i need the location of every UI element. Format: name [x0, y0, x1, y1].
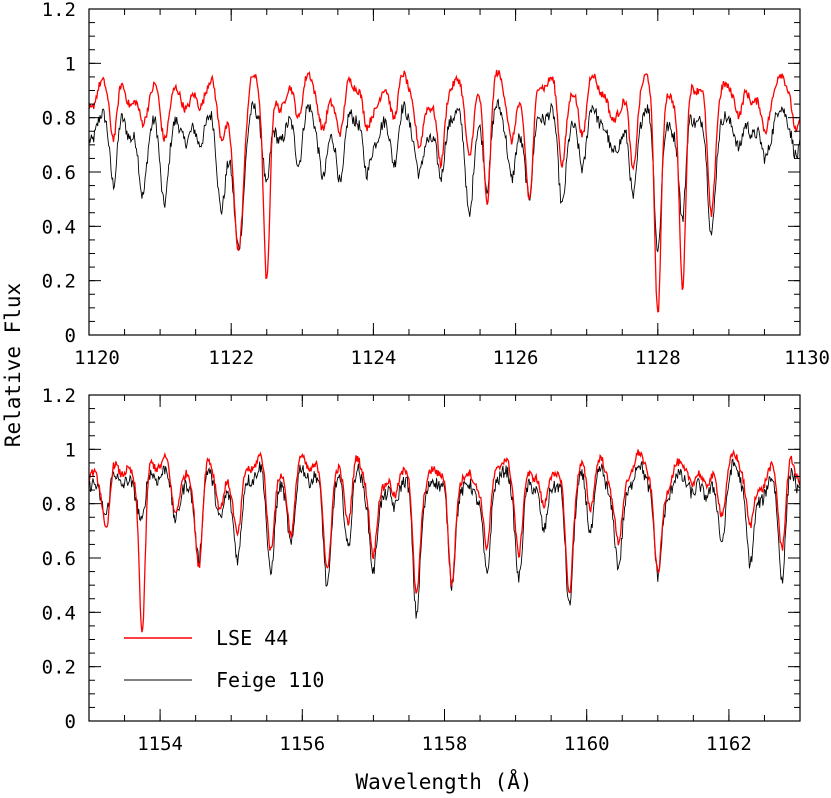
- y-tick-label: 0.8: [42, 494, 76, 516]
- y-axis-label: Relative Flux: [1, 283, 25, 447]
- x-tick-label: 1124: [351, 347, 397, 369]
- x-tick-label: 1122: [208, 347, 254, 369]
- y-tick-label: 0: [65, 711, 76, 733]
- x-tick-label: 1158: [422, 733, 468, 755]
- y-tick-label: 0.2: [42, 271, 76, 293]
- x-tick-label: 1126: [493, 347, 539, 369]
- x-tick-label: 1156: [279, 733, 325, 755]
- y-tick-label: 1: [65, 53, 76, 75]
- x-axis-label: Wavelength (Å): [355, 768, 532, 794]
- bottom-panel-y-tick-labels: 0 0.2 0.4 0.6 0.8 1 1.2: [42, 385, 76, 733]
- x-tick-label: 1130: [784, 347, 830, 369]
- bottom-panel-series: [88, 448, 801, 633]
- x-tick-label: 1154: [137, 733, 183, 755]
- bottom-panel-ticks: [88, 394, 801, 722]
- y-tick-label: 0.4: [42, 602, 76, 624]
- y-tick-label: 1.2: [42, 0, 76, 21]
- y-tick-label: 0.4: [42, 216, 76, 238]
- y-tick-label: 1: [65, 439, 76, 461]
- y-tick-label: 0.8: [42, 108, 76, 130]
- legend-label-feige110: Feige 110: [216, 668, 324, 692]
- top-panel-series: [88, 69, 801, 313]
- top-panel-x-tick-labels: 1120 1122 1124 1126 1128 1130: [74, 347, 830, 369]
- top-panel-ticks: [88, 8, 801, 336]
- legend-label-lse44: LSE 44: [216, 626, 288, 650]
- feige110-spectrum-line: [88, 458, 801, 619]
- x-tick-label: 1120: [74, 347, 120, 369]
- y-tick-label: 0.6: [42, 162, 76, 184]
- lse44-spectrum-line: [88, 69, 801, 313]
- y-tick-label: 0.2: [42, 657, 76, 679]
- top-panel: 1120 1122 1124 1126 1128 1130 0 0.2 0.4 …: [42, 0, 830, 369]
- y-tick-label: 0.6: [42, 548, 76, 570]
- x-tick-label: 1128: [635, 347, 681, 369]
- lse44-spectrum-line: [88, 448, 801, 633]
- feige110-spectrum-line: [88, 98, 801, 253]
- y-tick-label: 1.2: [42, 385, 76, 407]
- top-panel-y-tick-labels: 0 0.2 0.4 0.6 0.8 1 1.2: [42, 0, 76, 347]
- y-tick-label: 0: [65, 325, 76, 347]
- x-tick-label: 1160: [564, 733, 610, 755]
- bottom-panel: 1154 1156 1158 1160 1162 0 0.2 0.4 0.6 0…: [42, 385, 801, 755]
- legend: LSE 44 Feige 110: [124, 626, 324, 692]
- bottom-panel-x-tick-labels: 1154 1156 1158 1160 1162: [137, 733, 752, 755]
- x-tick-label: 1162: [706, 733, 752, 755]
